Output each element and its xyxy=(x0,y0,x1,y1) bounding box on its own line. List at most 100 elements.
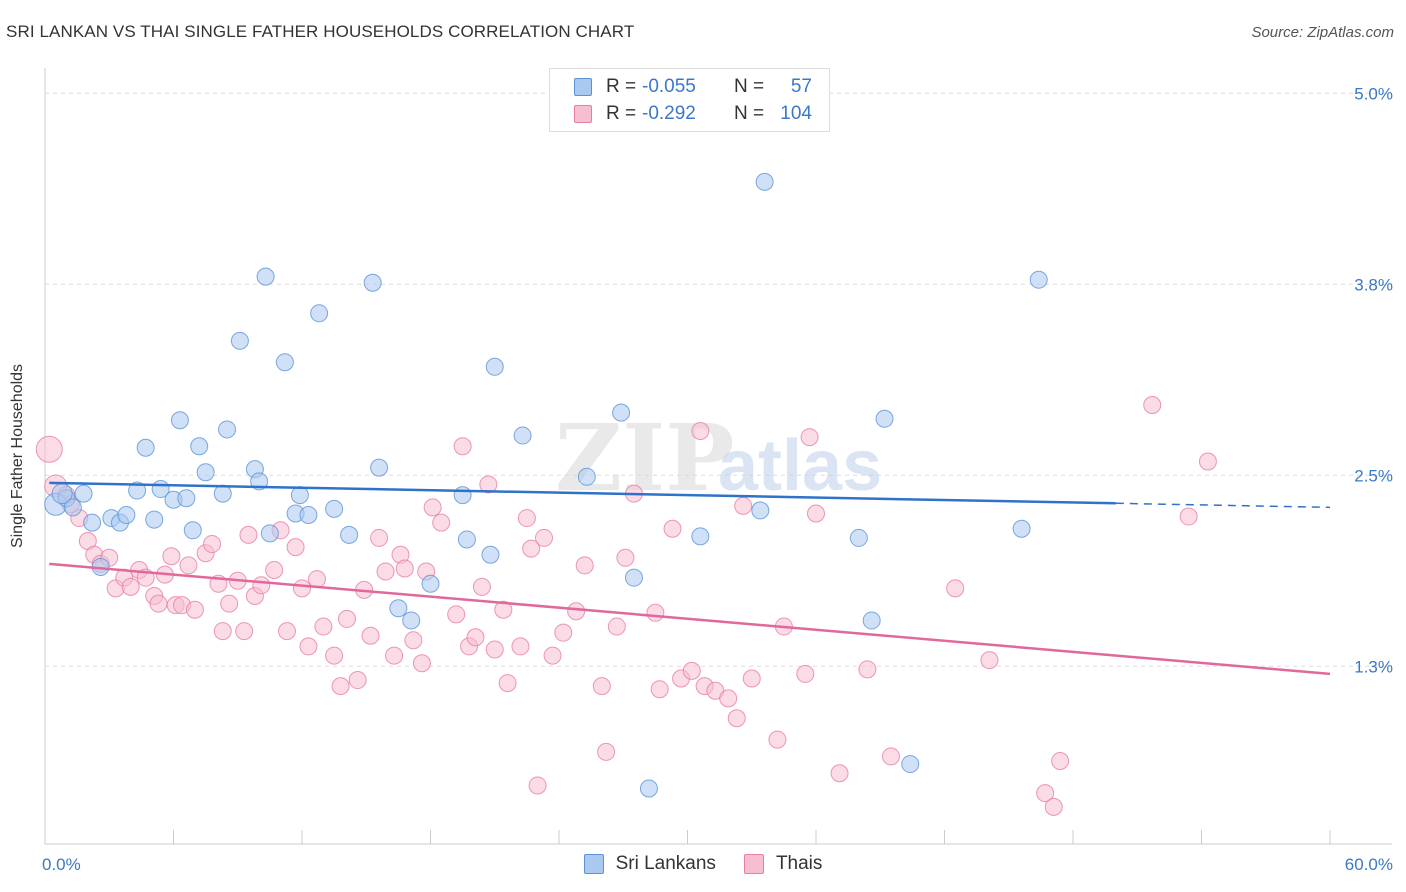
series-name: Sri Lankans xyxy=(615,853,716,874)
series-legend: Sri Lankans Thais xyxy=(0,852,1406,876)
series-swatch-thais xyxy=(743,854,764,874)
thai-point xyxy=(1143,395,1162,414)
thai-point xyxy=(535,528,554,547)
sri-lankan-point xyxy=(83,513,102,532)
thai-point xyxy=(220,594,239,613)
thai-point xyxy=(348,671,367,690)
thai-point xyxy=(466,628,485,647)
sri-lankan-point xyxy=(299,506,318,525)
thai-point xyxy=(498,674,517,693)
sri-lankan-point xyxy=(457,530,476,549)
sri-lankan-point xyxy=(190,437,209,456)
thai-point xyxy=(946,579,965,598)
sri-lankan-point xyxy=(170,411,189,430)
thai-point xyxy=(412,654,431,673)
sri-lankan-trend-line xyxy=(49,481,1116,505)
thai-point xyxy=(213,622,232,641)
thai-point xyxy=(517,509,536,528)
thai-trend-line xyxy=(49,562,1331,676)
series-name: Thais xyxy=(775,853,823,874)
legend-r-label: R = xyxy=(606,103,637,124)
thai-point xyxy=(1051,752,1070,771)
thai-point xyxy=(597,742,616,761)
thai-point xyxy=(494,600,513,619)
sri-lankan-point xyxy=(485,357,504,376)
thai-point xyxy=(575,556,594,575)
thai-point xyxy=(607,617,626,636)
series-swatch-sri-lankans xyxy=(583,854,604,874)
sri-lankan-point xyxy=(136,438,155,457)
thai-point xyxy=(453,437,472,456)
sri-lankan-point xyxy=(260,524,279,543)
thai-point xyxy=(543,646,562,665)
sri-lankan-point xyxy=(63,498,82,517)
thai-point xyxy=(1036,784,1055,803)
thai-point xyxy=(719,689,738,708)
thai-point xyxy=(734,496,753,515)
legend-n-label: N = xyxy=(734,103,765,124)
thai-point xyxy=(807,504,825,523)
legend-row-thais: R = -0.292 N = 104 xyxy=(574,102,812,126)
thai-point xyxy=(299,637,318,656)
thai-point xyxy=(337,609,356,628)
thai-point xyxy=(203,535,222,554)
thai-point xyxy=(293,579,311,598)
sri-lankan-point xyxy=(691,527,710,546)
y-tick-label: 5.0% xyxy=(1354,84,1393,103)
sri-lankan-point xyxy=(624,568,643,587)
sri-lankan-point xyxy=(256,267,275,286)
data-points xyxy=(35,172,1217,816)
legend-n-value: 57 xyxy=(790,76,812,97)
x-tick-label: 60.0% xyxy=(1345,855,1393,874)
sri-lankan-point xyxy=(128,481,147,500)
sri-lankan-point xyxy=(639,779,658,798)
sri-lankan-point xyxy=(513,426,532,445)
sri-lankan-point xyxy=(218,420,237,439)
sri-lankan-point xyxy=(290,486,309,505)
sri-lankan-point xyxy=(177,489,196,508)
watermark: ZIP atlas xyxy=(555,404,882,512)
sri-lankan-point xyxy=(421,574,440,593)
thai-point xyxy=(265,561,284,580)
thai-point xyxy=(592,677,611,696)
thai-point xyxy=(149,594,168,613)
legend-swatch-thais xyxy=(574,105,592,123)
thai-point xyxy=(385,646,404,665)
y-tick-label: 1.3% xyxy=(1354,657,1393,676)
sri-lankan-point xyxy=(230,331,249,350)
thai-point xyxy=(472,577,491,596)
thai-point xyxy=(663,519,682,538)
thai-point xyxy=(423,498,442,517)
thai-point xyxy=(395,559,414,578)
y-tick-label: 3.8% xyxy=(1354,275,1393,294)
sri-lankan-point xyxy=(51,483,73,505)
thai-point xyxy=(800,428,819,447)
watermark-atlas: atlas xyxy=(718,426,882,506)
sri-lankan-point xyxy=(849,528,868,547)
thai-point xyxy=(616,548,635,567)
thai-point xyxy=(179,556,198,575)
thai-point xyxy=(331,677,350,696)
sri-lankan-trend-extension xyxy=(1115,502,1331,509)
thai-point xyxy=(376,562,395,581)
legend-n-label: N = xyxy=(734,76,765,97)
legend-r-value: -0.055 xyxy=(642,76,696,97)
thai-point xyxy=(980,651,999,670)
thai-point xyxy=(278,622,297,641)
thai-point xyxy=(691,421,710,440)
thai-point xyxy=(646,603,665,622)
thai-point xyxy=(307,570,326,589)
thai-point xyxy=(485,640,504,659)
sri-lankan-point xyxy=(751,501,770,520)
thai-point xyxy=(554,623,573,642)
sri-lankan-point xyxy=(363,273,382,292)
sri-lankan-point xyxy=(183,521,202,540)
sri-lankan-point xyxy=(340,525,359,544)
legend-n-value: 104 xyxy=(780,103,812,124)
thai-point xyxy=(881,747,900,766)
thai-point xyxy=(727,709,746,728)
thai-point xyxy=(162,547,181,566)
thai-point xyxy=(185,600,204,619)
thai-point xyxy=(235,622,254,641)
sri-lankan-point xyxy=(755,172,774,191)
